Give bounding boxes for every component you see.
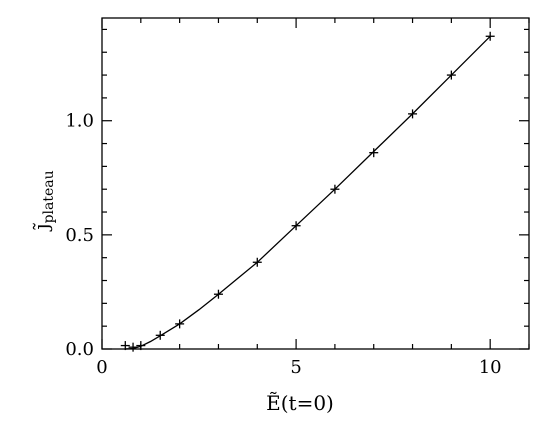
data-point — [330, 184, 340, 194]
data-point — [120, 341, 130, 351]
data-point — [408, 109, 418, 119]
y-axis-title: j̃plateau — [29, 170, 57, 231]
y-tick-label: 0.5 — [65, 225, 94, 246]
x-tick-label: 10 — [479, 357, 502, 378]
axis-ticks — [101, 18, 530, 350]
data-point — [485, 31, 495, 41]
data-point — [155, 330, 165, 340]
data-point — [213, 289, 223, 299]
plot-frame — [101, 17, 530, 350]
data-point — [136, 341, 146, 351]
data-point — [291, 221, 301, 231]
data-point — [446, 70, 456, 80]
fit-curve — [125, 35, 491, 350]
tick-labels: 0 5 10 0.0 0.5 1.0 — [65, 111, 501, 378]
y-tick-label: 0.0 — [65, 339, 94, 360]
x-tick-label: 5 — [290, 357, 301, 378]
data-point — [175, 319, 185, 329]
y-axis-title-subscript: plateau — [41, 170, 57, 223]
data-point — [128, 342, 138, 352]
data-point — [252, 257, 262, 267]
data-markers — [120, 31, 495, 352]
data-point — [369, 148, 379, 158]
y-axis-title-main: j̃ — [29, 222, 53, 231]
x-axis-title: Ẽ(t=0) — [266, 391, 334, 415]
y-tick-label: 1.0 — [65, 111, 94, 132]
x-tick-label: 0 — [96, 357, 107, 378]
